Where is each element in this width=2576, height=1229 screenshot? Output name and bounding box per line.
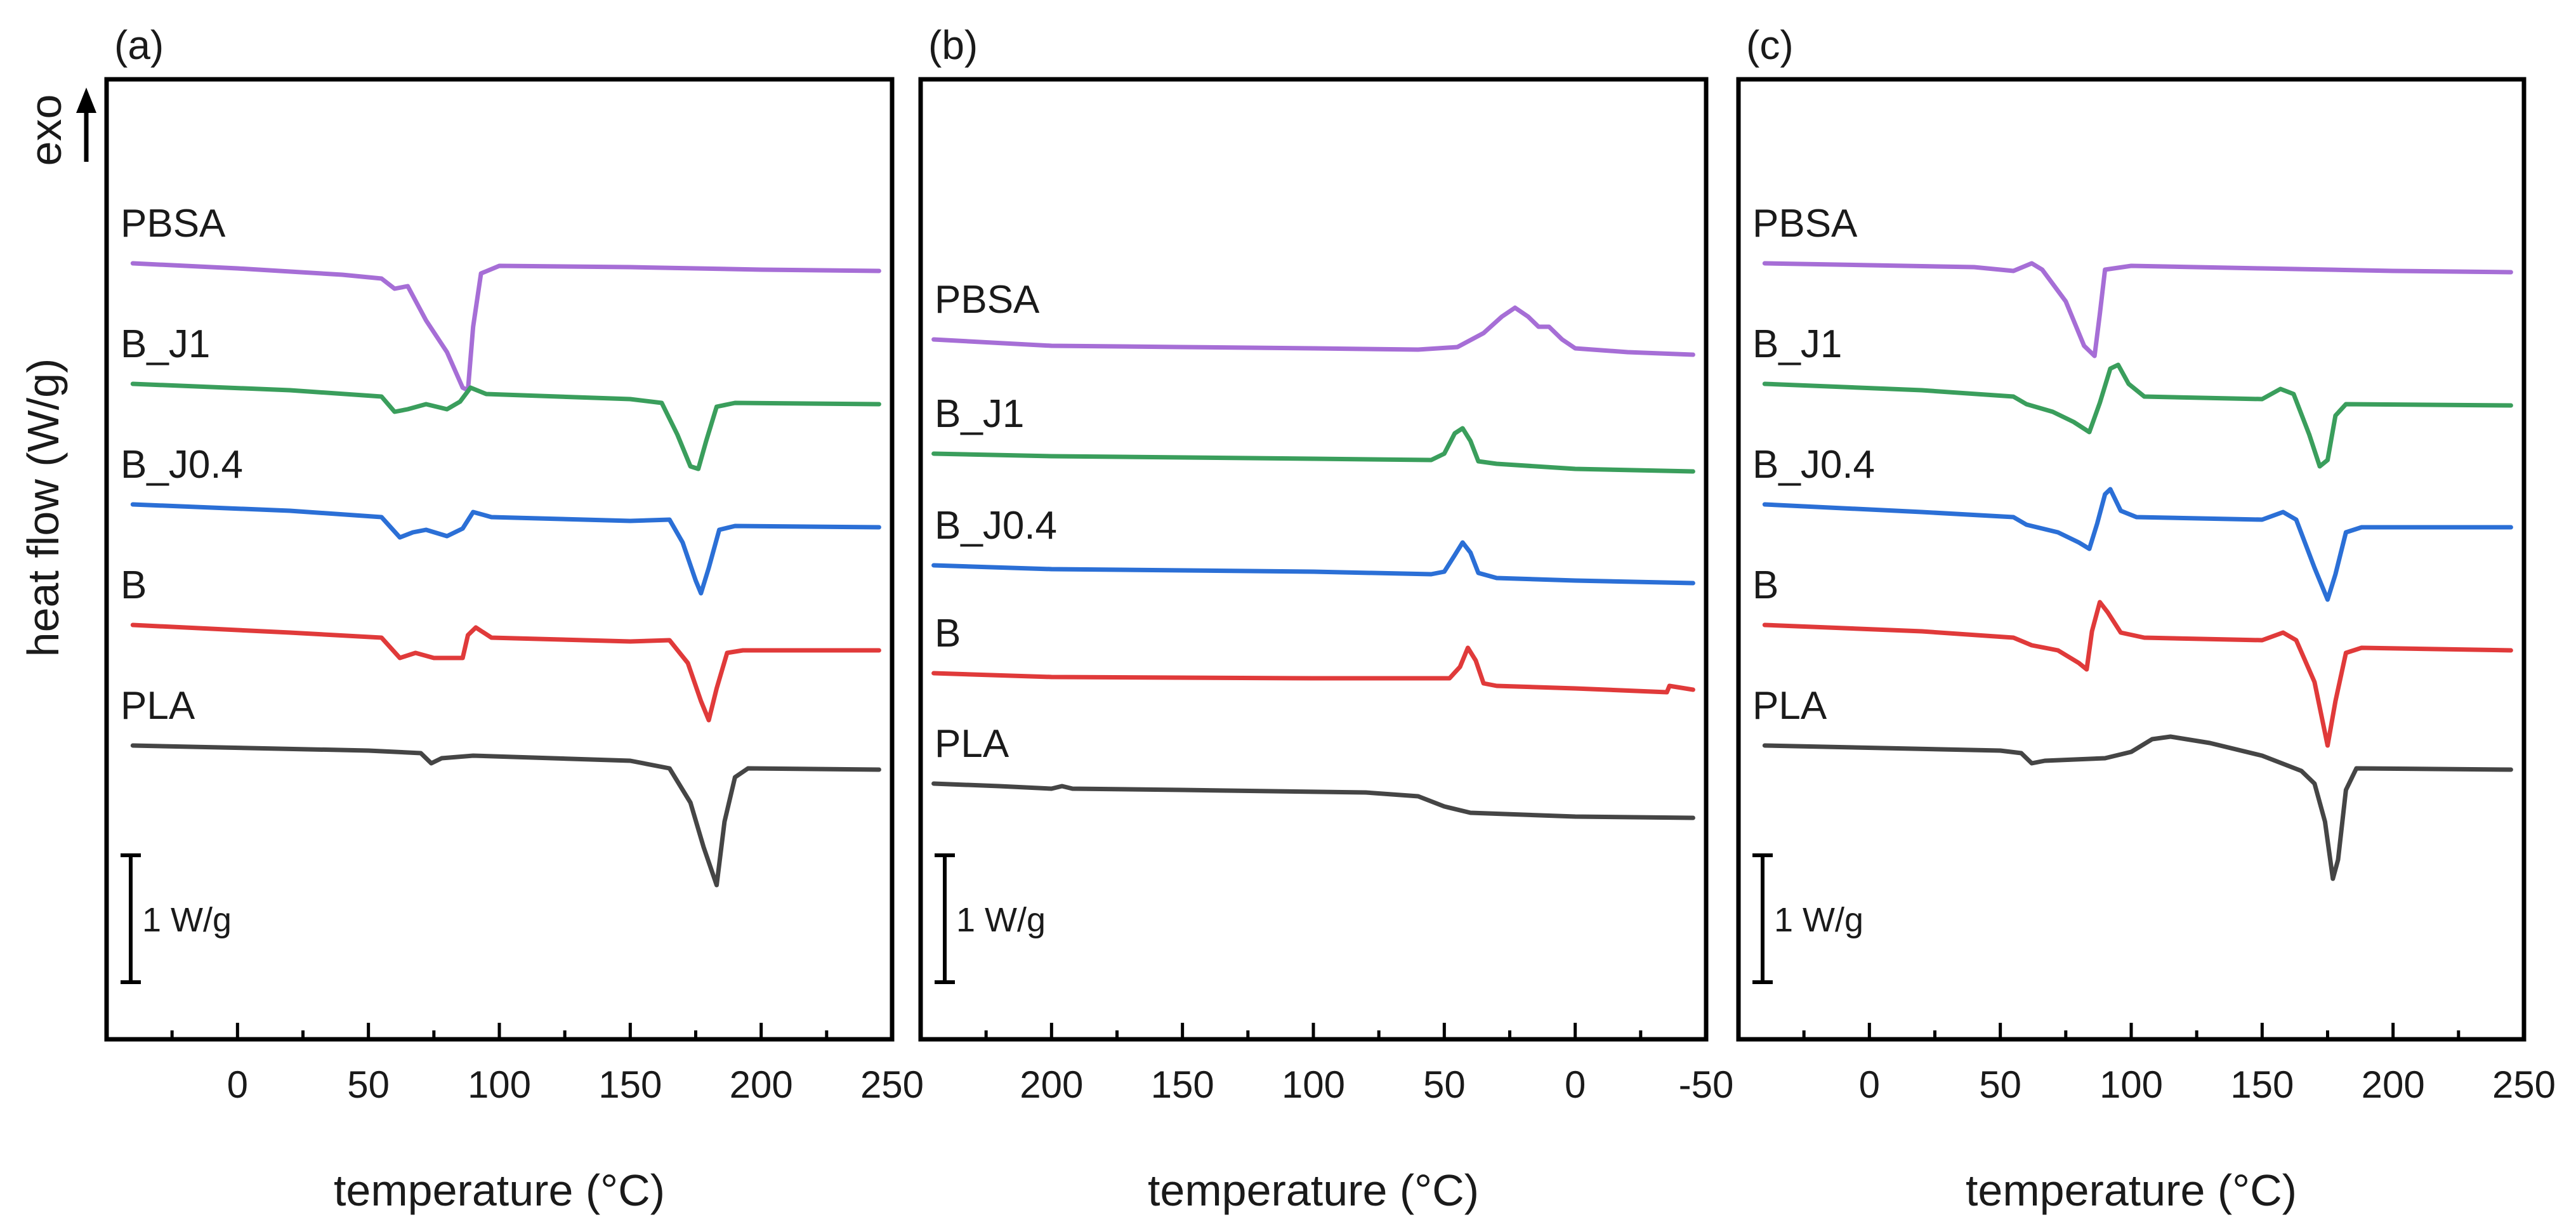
x-tick-label: 250 xyxy=(860,1063,924,1106)
x-tick-label: 50 xyxy=(1979,1063,2021,1106)
series-label: PBSA xyxy=(1752,202,1858,246)
series-label: B_J1 xyxy=(1752,322,1842,366)
series-label: B xyxy=(121,563,147,607)
panel-label: (a) xyxy=(114,22,164,68)
panel-c: (c) 0 50 100 150 200 250 temperature (°C) 1 W/g P… xyxy=(1736,22,2556,1215)
series-line-b xyxy=(130,622,881,723)
x-tick-label: -50 xyxy=(1679,1063,1734,1106)
series-label: PBSA xyxy=(121,202,226,246)
x-tick-label: 0 xyxy=(227,1063,248,1106)
series-line-pbsa xyxy=(130,261,881,393)
series-label: PBSA xyxy=(935,278,1040,322)
series-label: PLA xyxy=(935,722,1009,766)
x-tick-label: 100 xyxy=(468,1063,531,1106)
scale-bar-label: 1 W/g xyxy=(1774,901,1863,939)
x-tick-label: 250 xyxy=(2492,1063,2556,1106)
series-line-b-j0-4 xyxy=(931,540,1695,586)
panel-a: (a) 0 50 100 150 200 250 temperature (°C) 1 W/g P… xyxy=(104,22,924,1215)
x-tick-label: 150 xyxy=(598,1063,662,1106)
x-tick-label: 0 xyxy=(1859,1063,1880,1106)
series-line-pla xyxy=(1762,734,2513,881)
series-label: PLA xyxy=(121,684,195,728)
scale-bar-label: 1 W/g xyxy=(956,901,1046,939)
series-label: PLA xyxy=(1752,684,1827,728)
series-line-pbsa xyxy=(931,305,1695,357)
x-tick-label: 200 xyxy=(2362,1063,2425,1106)
x-tick-label: 100 xyxy=(2100,1063,2163,1106)
series-label: B xyxy=(1752,563,1778,607)
x-tick-label: 150 xyxy=(2230,1063,2294,1106)
series-label: B_J0.4 xyxy=(121,443,243,487)
panel-label: (b) xyxy=(928,22,978,68)
exo-arrow-head-icon xyxy=(76,88,96,113)
series-line-b-j1 xyxy=(931,426,1695,474)
series-label: B xyxy=(935,612,961,655)
series-label: B_J0.4 xyxy=(1752,443,1875,487)
x-tick-label: 200 xyxy=(1020,1063,1083,1106)
series-line-b-j1 xyxy=(1762,362,2513,469)
exo-label: exo xyxy=(21,95,70,166)
x-axis-title: temperature (°C) xyxy=(1148,1166,1479,1215)
series-label: B_J1 xyxy=(121,322,210,366)
x-axis-title: temperature (°C) xyxy=(1966,1166,2297,1215)
panel-frame xyxy=(918,77,1709,1042)
series-line-b xyxy=(931,645,1695,695)
series-line-b-j1 xyxy=(130,381,881,471)
series-label: B_J0.4 xyxy=(935,504,1057,548)
series-label: B_J1 xyxy=(935,392,1024,436)
x-tick-label: 200 xyxy=(730,1063,793,1106)
panel-b: (b) 200 150 100 50 0 -50 temperature (°C) 1 W/g P… xyxy=(918,22,1734,1215)
x-tick-label: 50 xyxy=(347,1063,390,1106)
x-tick-label: 0 xyxy=(1565,1063,1586,1106)
series-line-pla xyxy=(130,743,881,888)
x-axis-title: temperature (°C) xyxy=(334,1166,665,1215)
x-tick-label: 50 xyxy=(1423,1063,1466,1106)
series-line-b-j0-4 xyxy=(1762,487,2513,602)
series-line-pbsa xyxy=(1762,261,2513,358)
scale-bar-label: 1 W/g xyxy=(142,901,232,939)
panel-label: (c) xyxy=(1746,22,1794,68)
series-line-b-j0-4 xyxy=(130,502,881,596)
x-tick-label: 100 xyxy=(1282,1063,1345,1106)
y-axis-title: heat flow (W/g) xyxy=(18,358,68,657)
x-tick-label: 150 xyxy=(1151,1063,1214,1106)
series-line-b xyxy=(1762,600,2513,748)
series-line-pla xyxy=(931,781,1695,820)
